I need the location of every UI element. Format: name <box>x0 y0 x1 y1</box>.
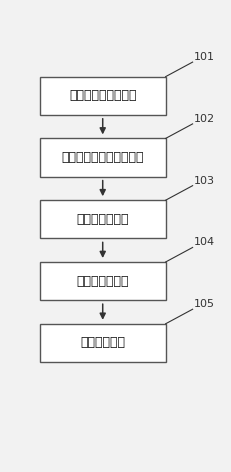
Bar <box>40 76 165 115</box>
Text: 103: 103 <box>193 176 214 185</box>
Bar <box>40 138 165 177</box>
Bar <box>40 200 165 238</box>
Text: 104: 104 <box>193 237 214 247</box>
Text: 102: 102 <box>193 114 214 124</box>
Bar <box>40 324 165 362</box>
Text: 识别和判断岩性: 识别和判断岩性 <box>76 213 128 226</box>
Text: 建立沉积相模型: 建立沉积相模型 <box>76 275 128 287</box>
Bar <box>40 262 165 300</box>
Text: 105: 105 <box>193 299 214 309</box>
Text: 101: 101 <box>193 52 214 62</box>
Text: 建立地层和构造格架模型: 建立地层和构造格架模型 <box>61 151 143 164</box>
Text: 准备与载入基础资料: 准备与载入基础资料 <box>69 89 136 102</box>
Text: 建立属性模型: 建立属性模型 <box>80 337 125 349</box>
